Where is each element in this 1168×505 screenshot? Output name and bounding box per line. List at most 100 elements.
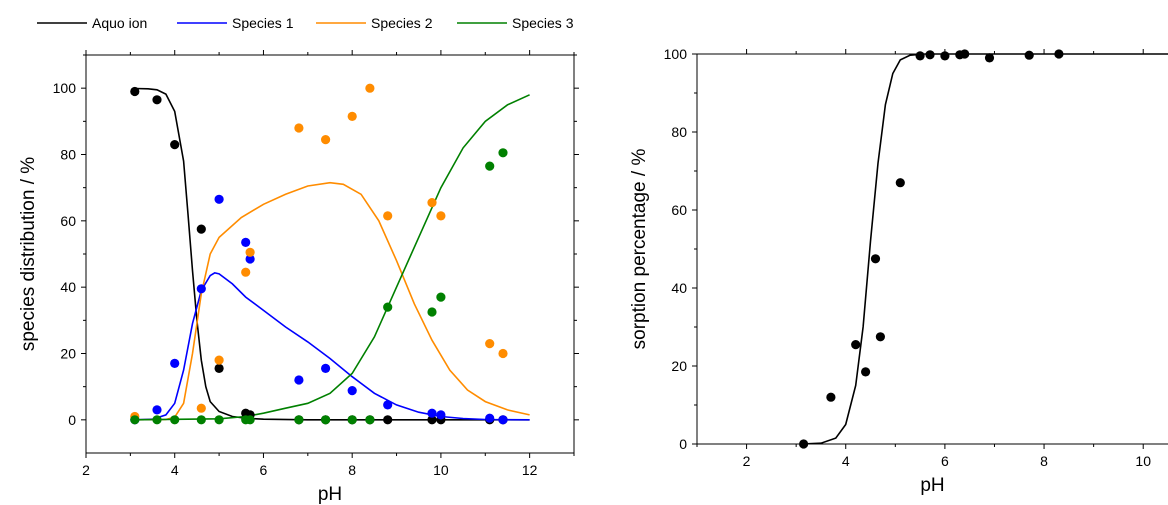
data-point-species-2 xyxy=(294,123,304,133)
data-point-species-3 xyxy=(130,415,140,425)
data-point-species-1 xyxy=(196,284,206,294)
data-point-species-3 xyxy=(485,161,495,171)
data-point-species-3 xyxy=(498,148,508,158)
data-point-1 xyxy=(870,254,881,264)
data-point-1 xyxy=(826,392,836,402)
data-point-species-3 xyxy=(436,292,446,302)
data-point-species-3 xyxy=(294,415,304,425)
data-point-species-1 xyxy=(498,415,508,425)
data-point-species-3 xyxy=(196,415,206,425)
data-point-species-2 xyxy=(241,267,251,277)
data-point-species-2 xyxy=(427,198,437,208)
y-tick-label: 20 xyxy=(671,358,687,374)
data-point-species-2 xyxy=(436,211,446,221)
data-point-species-2 xyxy=(383,211,393,221)
x-tick-label: 12 xyxy=(522,462,538,478)
x-tick-label: 8 xyxy=(1040,453,1048,469)
data-point-1 xyxy=(915,51,925,61)
data-point-species-3 xyxy=(347,415,357,425)
data-point-1 xyxy=(925,50,935,60)
x-tick-label: 8 xyxy=(348,462,356,478)
data-point-species-2 xyxy=(196,403,206,413)
x-axis-label: pH xyxy=(920,475,944,496)
series-curve-species-1 xyxy=(134,272,530,421)
data-point-species-3 xyxy=(152,415,162,425)
data-point-species-2 xyxy=(498,348,508,359)
data-point-aquo-ion xyxy=(427,415,437,425)
y-tick-label: 0 xyxy=(68,412,76,428)
data-point-species-1 xyxy=(321,363,331,373)
x-tick-label: 4 xyxy=(842,453,850,469)
data-point-species-2 xyxy=(485,339,495,349)
legend-item-species-1: Species 1 xyxy=(177,15,294,31)
data-point-species-3 xyxy=(321,415,331,425)
data-point-species-1 xyxy=(245,254,255,264)
data-point-species-2 xyxy=(347,111,357,121)
data-point-1 xyxy=(984,53,995,63)
data-point-species-3 xyxy=(170,415,180,425)
species-distribution-chart: 2 4 6 8 10 12 0 20 40 60 80 100 pH species distributi… xyxy=(18,15,579,505)
data-point-species-2 xyxy=(214,355,224,365)
data-point-species-1 xyxy=(427,408,437,418)
x-axis-label: pH xyxy=(318,484,342,505)
data-point-species-3 xyxy=(383,302,393,312)
y-tick-label: 60 xyxy=(671,202,687,218)
x-tick-label: 10 xyxy=(1135,453,1151,469)
series-curve-species-2 xyxy=(134,181,530,421)
y-tick-label: 40 xyxy=(60,279,76,295)
data-point-aquo-ion xyxy=(196,224,206,234)
data-point-1 xyxy=(1024,50,1034,60)
data-point-species-3 xyxy=(365,415,375,425)
y-tick-label: 100 xyxy=(664,46,688,62)
legend-label: Species 3 xyxy=(512,15,574,31)
y-axis-label: species distribution / % xyxy=(18,157,39,351)
data-point-species-3 xyxy=(214,415,224,425)
data-point-aquo-ion xyxy=(152,95,162,105)
y-tick-label: 80 xyxy=(60,147,76,163)
series-curve-1 xyxy=(801,53,1168,445)
series-curve-species-3 xyxy=(134,94,530,421)
x-tick-label: 2 xyxy=(82,462,90,478)
data-point-1 xyxy=(851,340,861,350)
y-axis-label: sorption percentage / % xyxy=(629,149,650,350)
data-point-species-2 xyxy=(245,247,255,257)
data-point-species-1 xyxy=(214,194,224,204)
data-point-species-3 xyxy=(427,307,437,317)
data-point-aquo-ion xyxy=(383,415,393,425)
x-tick-label: 10 xyxy=(433,462,449,478)
y-tick-label: 40 xyxy=(671,280,687,296)
data-point-species-1 xyxy=(436,410,446,420)
legend-label: Species 2 xyxy=(371,15,433,31)
x-tick-label: 2 xyxy=(743,453,751,469)
data-point-species-3 xyxy=(245,415,255,425)
x-tick-label: 6 xyxy=(260,462,268,478)
data-point-species-1 xyxy=(241,237,251,247)
legend-label: Aquo ion xyxy=(92,15,147,31)
data-point-1 xyxy=(861,367,871,377)
data-point-species-2 xyxy=(321,135,331,145)
data-point-species-1 xyxy=(347,386,357,396)
data-point-species-1 xyxy=(383,400,393,410)
legend-label: Species 1 xyxy=(232,15,294,31)
data-point-1 xyxy=(895,178,905,188)
y-tick-label: 80 xyxy=(671,124,687,140)
x-tick-label: 6 xyxy=(941,453,949,469)
data-point-1 xyxy=(875,332,886,342)
y-tick-label: 20 xyxy=(60,346,76,362)
y-tick-label: 100 xyxy=(53,80,77,96)
data-point-species-1 xyxy=(170,358,180,368)
data-point-aquo-ion xyxy=(130,86,140,97)
data-point-species-2 xyxy=(365,83,375,93)
data-point-species-1 xyxy=(152,405,162,415)
legend-item-species-2: Species 2 xyxy=(316,15,433,31)
legend-item-species-3: Species 3 xyxy=(457,15,574,31)
y-tick-label: 0 xyxy=(679,436,687,452)
legend-item-aquo-ion: Aquo ion xyxy=(37,15,147,31)
data-point-species-1 xyxy=(485,413,495,423)
data-point-species-1 xyxy=(294,375,304,385)
y-tick-label: 60 xyxy=(60,213,76,229)
data-point-aquo-ion xyxy=(214,363,224,373)
x-tick-label: 4 xyxy=(171,462,179,478)
